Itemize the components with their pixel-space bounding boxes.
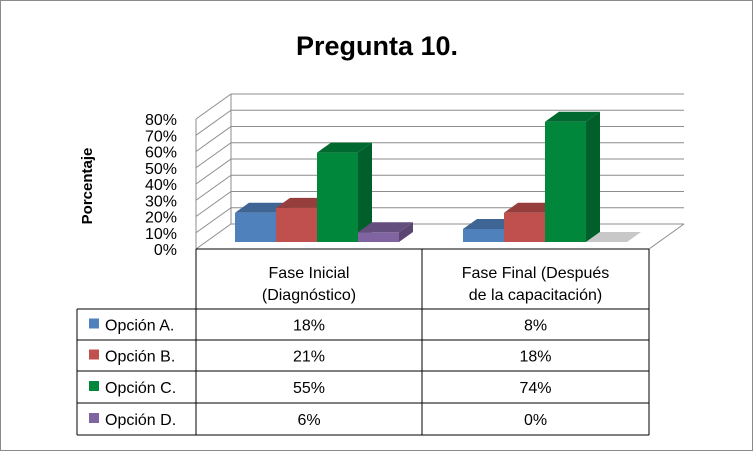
bar-front xyxy=(358,232,399,242)
y-tick-label: 40% xyxy=(145,177,177,194)
bar-side xyxy=(586,111,600,242)
data-label: 74% xyxy=(519,380,551,397)
category-label: (Diagnóstico) xyxy=(262,287,356,304)
bar-front xyxy=(545,121,586,242)
y-tick-label: 10% xyxy=(145,226,177,243)
bar-front xyxy=(463,229,504,242)
category-label: Fase Inicial xyxy=(269,265,350,282)
bar xyxy=(586,232,641,242)
bar xyxy=(545,111,600,242)
bar-front xyxy=(317,152,358,242)
legend-swatch xyxy=(89,413,99,423)
gridline-side xyxy=(195,174,232,201)
gridline-side xyxy=(195,126,232,152)
y-tick-label: 30% xyxy=(145,193,177,210)
bar-side xyxy=(399,222,413,242)
bar-front xyxy=(504,212,545,242)
bar-side xyxy=(358,142,372,242)
legend-label: Opción A. xyxy=(105,318,174,335)
bar-front xyxy=(276,207,317,242)
bar-front xyxy=(235,212,276,242)
y-tick-label: 70% xyxy=(145,128,177,145)
data-label: 21% xyxy=(293,349,325,366)
gridline-side xyxy=(195,109,232,136)
legend-label: Opción B. xyxy=(105,349,175,366)
data-label: 18% xyxy=(293,318,325,335)
bar-top xyxy=(358,222,413,233)
bar-top xyxy=(586,232,641,242)
data-label: 8% xyxy=(524,318,547,335)
floor-edge xyxy=(648,223,685,250)
y-tick-label: 80% xyxy=(145,112,177,129)
legend-swatch xyxy=(89,318,99,329)
gridline-side xyxy=(195,207,232,234)
y-tick-label: 60% xyxy=(145,145,177,162)
y-tick-label: 0% xyxy=(154,242,177,259)
category-label: de la capacitación) xyxy=(469,287,602,304)
data-label: 6% xyxy=(297,412,320,429)
legend-swatch xyxy=(89,349,99,360)
y-axis-label: Porcentaje xyxy=(79,148,96,225)
gridline-side xyxy=(195,158,232,185)
gridline-side xyxy=(195,223,232,250)
data-label: 55% xyxy=(293,380,325,397)
chart-title: Pregunta 10. xyxy=(296,31,458,61)
bar xyxy=(358,222,413,242)
category-label: Fase Final (Después xyxy=(462,265,610,282)
gridline-side xyxy=(195,191,232,217)
data-label: 0% xyxy=(524,412,547,429)
legend-label: Opción C. xyxy=(105,380,176,397)
gridline-side xyxy=(195,93,232,120)
bar-top xyxy=(545,111,600,122)
data-label: 18% xyxy=(519,349,551,366)
y-tick-label: 50% xyxy=(145,161,177,178)
gridline-side xyxy=(195,142,232,169)
legend-swatch xyxy=(89,381,99,391)
bar xyxy=(317,142,372,242)
legend-label: Opción D. xyxy=(105,412,176,429)
bar-top xyxy=(317,142,372,153)
y-tick-label: 20% xyxy=(145,210,177,227)
